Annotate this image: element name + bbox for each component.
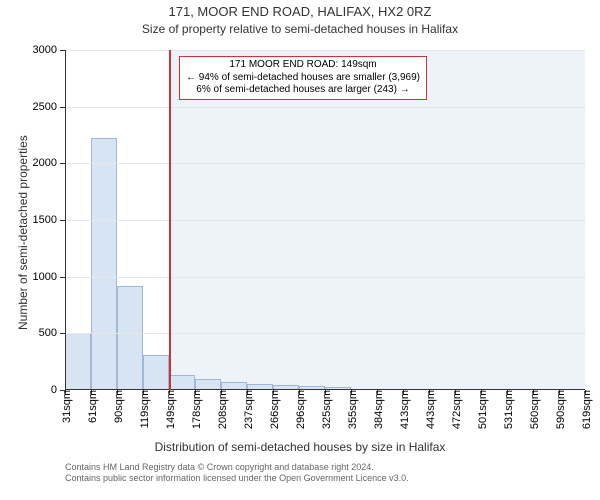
- xtick-label: 501sqm: [473, 390, 489, 429]
- attribution-line-2: Contains public sector information licen…: [65, 473, 409, 484]
- gridline: [66, 50, 585, 51]
- callout-box: 171 MOOR END ROAD: 149sqm ← 94% of semi-…: [179, 56, 427, 100]
- xtick-label: 149sqm: [161, 390, 177, 429]
- xtick-label: 90sqm: [109, 390, 125, 423]
- ytick-label: 3000: [33, 44, 65, 56]
- plot-inner: [65, 50, 585, 390]
- gridline: [66, 107, 585, 108]
- chart-container: 171, MOOR END ROAD, HALIFAX, HX2 0RZ Siz…: [0, 0, 600, 500]
- xtick-label: 31sqm: [57, 390, 73, 423]
- y-axis-label: Number of semi-detached properties: [16, 135, 30, 330]
- xtick-label: 296sqm: [291, 390, 307, 429]
- xtick-label: 208sqm: [213, 390, 229, 429]
- xtick-label: 413sqm: [395, 390, 411, 429]
- xtick-label: 443sqm: [421, 390, 437, 429]
- xtick-label: 119sqm: [135, 390, 151, 428]
- xtick-label: 266sqm: [265, 390, 281, 429]
- ytick-label: 2500: [33, 101, 65, 113]
- xtick-label: 178sqm: [187, 390, 203, 429]
- xtick-label: 237sqm: [239, 390, 255, 429]
- attribution: Contains HM Land Registry data © Crown c…: [65, 462, 409, 485]
- callout-line-2: ← 94% of semi-detached houses are smalle…: [186, 72, 420, 85]
- xtick-label: 619sqm: [577, 390, 593, 429]
- gridline: [66, 277, 585, 278]
- callout-line-1: 171 MOOR END ROAD: 149sqm: [186, 59, 420, 72]
- attribution-line-1: Contains HM Land Registry data © Crown c…: [65, 462, 409, 473]
- xtick-label: 531sqm: [499, 390, 515, 429]
- gridline: [66, 333, 585, 334]
- xtick-label: 560sqm: [525, 390, 541, 429]
- chart-subtitle: Size of property relative to semi-detach…: [0, 22, 600, 36]
- page-title: 171, MOOR END ROAD, HALIFAX, HX2 0RZ: [0, 4, 600, 19]
- ytick-label: 1500: [33, 214, 65, 226]
- xtick-label: 472sqm: [447, 390, 463, 429]
- xtick-label: 61sqm: [83, 390, 99, 423]
- ytick-label: 1000: [33, 271, 65, 283]
- gridline: [66, 220, 585, 221]
- plot-area: 171 MOOR END ROAD: 149sqm ← 94% of semi-…: [65, 50, 585, 390]
- reference-line: [169, 50, 171, 390]
- callout-line-3: 6% of semi-detached houses are larger (2…: [186, 84, 420, 97]
- xtick-label: 590sqm: [551, 390, 567, 429]
- ytick-label: 500: [39, 327, 65, 339]
- ytick-label: 2000: [33, 157, 65, 169]
- xtick-label: 355sqm: [343, 390, 359, 429]
- x-axis-label: Distribution of semi-detached houses by …: [0, 440, 600, 454]
- gridline: [66, 163, 585, 164]
- xtick-label: 384sqm: [369, 390, 385, 429]
- xtick-label: 325sqm: [317, 390, 333, 429]
